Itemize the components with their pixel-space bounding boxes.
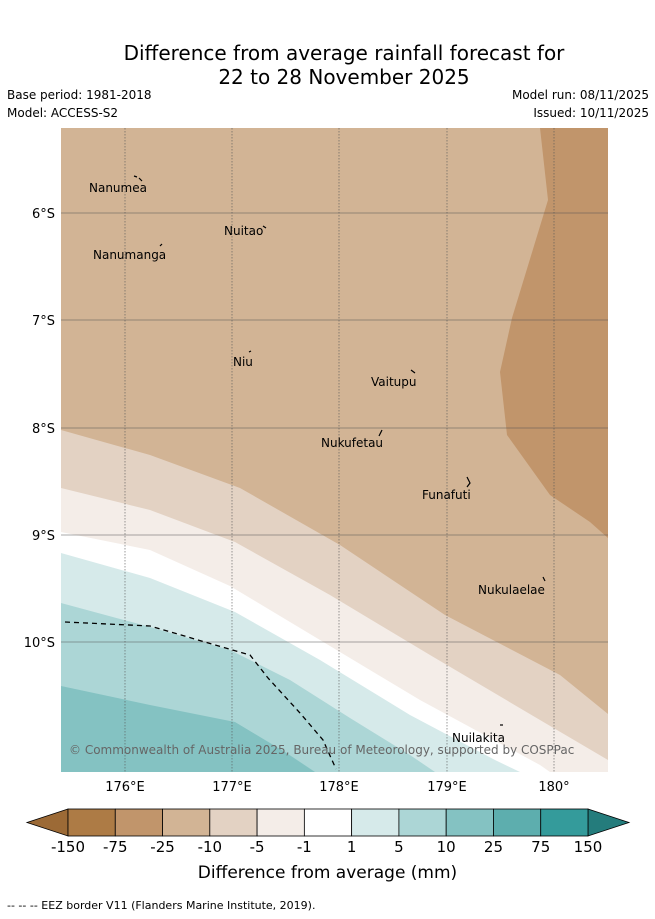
colorbar-tick-label: 5	[394, 838, 404, 856]
island-vaitupu	[410, 369, 416, 374]
island-nanumea	[133, 175, 143, 182]
colorbar-under-arrow	[25, 808, 69, 837]
colorbar-tick-label: -150	[50, 838, 86, 856]
base-period: Base period: 1981-2018	[7, 88, 152, 102]
island-funafuti	[466, 476, 471, 488]
colorbar-swatch	[540, 808, 589, 837]
place-label-nanumanga: Nanumanga	[93, 248, 166, 262]
place-label-vaitupu: Vaitupu	[371, 375, 417, 389]
colorbar-swatch	[398, 808, 447, 837]
model-run: Model run: 08/11/2025	[511, 88, 649, 102]
copyright-notice: © Commonwealth of Australia 2025, Bureau…	[69, 743, 574, 757]
lon-label: 176°E	[105, 780, 145, 795]
colorbar-swatch	[162, 808, 211, 837]
colorbar-swatch	[493, 808, 542, 837]
place-label-nuitao: Nuitao	[224, 224, 263, 238]
island-nanumanga	[159, 243, 163, 247]
colorbar-tick-label: 1	[346, 838, 357, 856]
colorbar-swatch	[114, 808, 163, 837]
colorbar-tick-label: -75	[103, 838, 128, 856]
colorbar-tick-label: -25	[150, 838, 175, 856]
eez-border	[64, 621, 337, 770]
colorbar-tick-label: -10	[197, 838, 223, 856]
place-label-nukufetau: Nukufetau	[321, 436, 383, 450]
colorbar-swatch	[256, 808, 305, 837]
title-line-2: 22 to 28 November 2025	[218, 65, 470, 89]
island-nukulaelae	[542, 576, 546, 582]
colorbar-title: Difference from average (mm)	[197, 863, 458, 883]
colorbar-tick-label: 25	[483, 838, 503, 856]
title-line-1: Difference from average rainfall forecas…	[123, 41, 565, 65]
place-labels: Nanumea Nuitao Nanumanga Niu Vaitupu Nukufeta…	[89, 181, 545, 745]
island-nukufetau	[378, 429, 383, 437]
lat-label: 8°S	[32, 422, 55, 437]
issued-date: Issued: 10/11/2025	[533, 106, 649, 120]
colorbar-swatch	[67, 808, 116, 837]
axis-labels: 176°E 177°E 178°E 179°E 180° 6°S 7°S 8°S 9°S 10°S	[24, 207, 570, 795]
map-gridlines	[61, 128, 608, 772]
colorbar-tick-label: 150	[573, 838, 603, 856]
island-niu	[248, 350, 252, 353]
place-label-nukulaelae: Nukulaelae	[478, 583, 545, 597]
band-10-to-25	[61, 686, 315, 772]
colorbar-swatch	[351, 808, 400, 837]
model-name: Model: ACCESS-S2	[7, 106, 119, 120]
lat-label: 9°S	[32, 529, 55, 544]
lon-label: 177°E	[212, 780, 252, 795]
lat-label: 10°S	[24, 636, 55, 651]
place-label-nanumea: Nanumea	[89, 181, 147, 195]
lon-label: 178°E	[319, 780, 359, 795]
colorbar-swatch	[445, 808, 494, 837]
colorbar-tick-label: 75	[531, 838, 551, 856]
place-label-nuilakita: Nuilakita	[452, 731, 505, 745]
place-label-niu: Niu	[233, 355, 253, 369]
colorbar-swatch	[303, 808, 353, 837]
lat-label: 7°S	[32, 314, 55, 329]
map-area: Nanumea Nuitao Nanumanga Niu Vaitupu Nukufeta…	[61, 128, 608, 772]
island-nuitao	[262, 225, 267, 229]
colorbar-over-arrow	[587, 808, 631, 837]
colorbar-tick-label: 10	[436, 838, 456, 856]
island-markers	[133, 175, 546, 726]
colorbar	[25, 808, 631, 837]
colorbar-tick-label: -1	[296, 838, 312, 856]
lat-label: 6°S	[32, 207, 55, 222]
lon-label: 180°	[538, 780, 569, 795]
place-label-funafuti: Funafuti	[422, 488, 471, 502]
eez-footnote: -- -- -- EEZ border V11 (Flanders Marine…	[7, 899, 316, 912]
colorbar-tick-label: -5	[249, 838, 265, 856]
colorbar-swatch	[209, 808, 258, 837]
lon-label: 179°E	[427, 780, 467, 795]
chart-title: Difference from average rainfall forecas…	[0, 41, 655, 89]
